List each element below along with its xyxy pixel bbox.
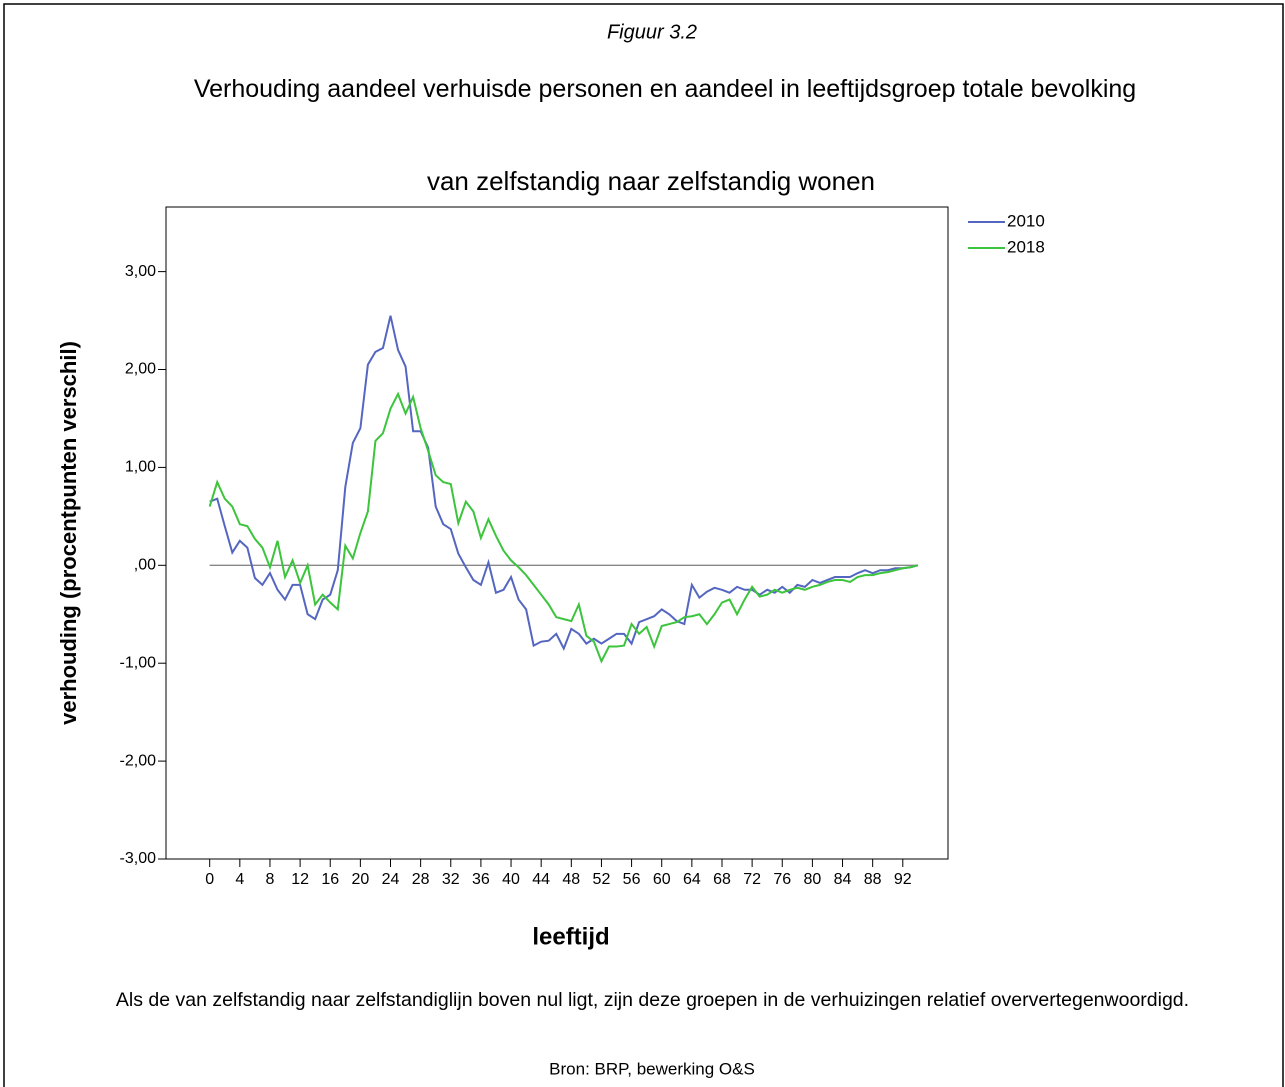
chart-title: Verhouding aandeel verhuisde personen en…	[193, 75, 1137, 103]
x-tick-label: 12	[291, 871, 309, 888]
x-tick-label: 76	[773, 871, 791, 888]
x-tick-label: 44	[532, 871, 550, 888]
source: Bron: BRP, bewerking O&S	[549, 1059, 755, 1078]
y-tick-label: -1,00	[120, 654, 157, 671]
x-tick-label: 60	[653, 871, 671, 888]
x-tick-label: 4	[235, 871, 244, 888]
y-tick-label: 1,00	[125, 459, 156, 476]
x-tick-label: 36	[472, 871, 490, 888]
x-tick-label: 52	[593, 871, 611, 888]
x-tick-label: 92	[894, 871, 912, 888]
line-series	[209, 315, 919, 651]
figure-label: Figuur 3.2	[607, 21, 697, 43]
x-tick-label: 64	[683, 871, 701, 888]
x-tick-label: 40	[502, 871, 520, 888]
x-tick-label: 16	[321, 871, 339, 888]
y-tick-label: ,00	[134, 557, 156, 574]
legend-label: 2010	[1007, 211, 1045, 230]
legend-label: 2018	[1007, 237, 1045, 256]
x-tick-label: 24	[382, 871, 400, 888]
x-tick-label: 84	[834, 871, 852, 888]
x-tick-label: 32	[442, 871, 460, 888]
y-tick-label: -3,00	[120, 850, 157, 867]
x-tick-label: 48	[562, 871, 580, 888]
line-series	[208, 391, 919, 664]
x-tick-label: 8	[266, 871, 275, 888]
y-tick-label: -2,00	[120, 752, 157, 769]
x-tick-label: 56	[623, 871, 641, 888]
x-tick-label: 80	[803, 871, 821, 888]
x-tick-label: 88	[864, 871, 882, 888]
x-axis-label: leeftijd	[532, 923, 609, 950]
y-axis-label: verhouding (procentpunten verschil)	[56, 341, 81, 725]
x-tick-label: 72	[743, 871, 761, 888]
y-tick-label: 3,00	[125, 263, 156, 280]
x-tick-label: 28	[412, 871, 430, 888]
note: Als de van zelfstandig naar zelfstandigl…	[115, 989, 1190, 1011]
x-tick-label: 68	[713, 871, 731, 888]
x-tick-label: 20	[351, 871, 369, 888]
plot-frame	[165, 206, 949, 860]
y-tick-label: 2,00	[125, 361, 156, 378]
x-tick-label: 0	[205, 871, 214, 888]
border	[3, 3, 1284, 1087]
chart-subtitle: van zelfstandig naar zelfstandig wonen	[427, 166, 875, 196]
